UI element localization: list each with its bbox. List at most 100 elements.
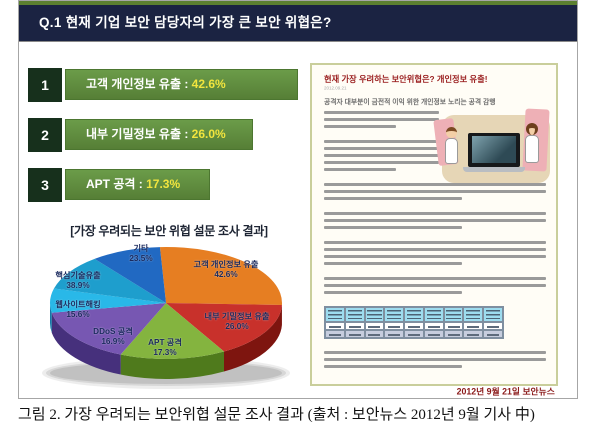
pie-slice-label: 내부 기밀정보 유출 26.0% [204,312,270,332]
article-source-date: 2012년 9월 21일 보안뉴스 [456,387,555,397]
rank-bar-1-pct: 42.6% [191,77,226,91]
pie-slice-label: DDoS 공격 16.9% [93,327,133,347]
article-table-cell [443,330,464,338]
article-table-row [325,307,504,322]
article-text-line [324,365,462,368]
rank-number-3: 3 [28,168,62,202]
article-text-line [324,197,462,200]
article-table-cell [364,307,385,322]
pie-chart-title: [가장 우려되는 보안 위협 설문 조사 결과] [70,224,268,238]
rank-bar-3-pct: 17.3% [146,177,181,191]
article-illustration [433,108,550,185]
article-paragraph [324,140,440,171]
article-text-line [324,118,440,121]
article-table-cell [423,307,444,322]
article-table-cell [344,307,365,322]
pie-slice [50,303,52,333]
pie-slice [94,247,166,303]
question-header: Q.1 현재 기업 보안 담당자의 가장 큰 보안 위협은? [19,1,577,42]
pie-slice-label: 기타 23.5% [129,244,153,264]
rank-bar-2-label: 내부 기밀정보 유출 : [86,127,192,141]
pie-slice [224,304,282,372]
article-paragraph [324,351,546,368]
figure-frame: Q.1 현재 기업 보안 담당자의 가장 큰 보안 위협은? 1 고객 개인정보… [18,0,578,399]
article-table-cell [384,322,405,330]
article-text-line [324,111,440,114]
article-text-line [324,140,440,143]
article-text-line [324,154,440,157]
article-date: 2012.09.21 [324,86,347,91]
article-body [324,111,546,378]
article-title: 현재 가장 우려하는 보안위협은? 개인정보 유출! [324,75,488,85]
article-table-row [325,330,504,338]
person-left-head [446,127,457,138]
pie-slice [120,351,224,379]
article-text-line [324,358,546,361]
article-table-cell [364,322,385,330]
article-subtitle: 공격자 대부분이 금전적 이익 위한 개인정보 노리는 공격 감행 [324,98,496,107]
article-paragraph [324,241,546,265]
article-table-cell [325,330,345,338]
article-table-cell [404,330,424,338]
article-text-line [324,226,462,229]
article-table-cell [483,307,504,322]
rank-bar-2-pct: 26.0% [191,127,226,141]
news-article-page: 현재 가장 우려하는 보안위협은? 개인정보 유출! 2012.09.21 공격… [310,63,558,386]
article-table-cell [404,307,424,322]
pie-slice [53,258,166,303]
article-table-cell [384,307,405,322]
article-table-row [325,322,504,330]
rank-number-1: 1 [28,68,62,102]
article-text-line [324,183,546,186]
article-table-cell [443,322,464,330]
article-text-line [324,190,546,193]
article-table-cell [325,307,345,322]
article-table-cell [364,330,385,338]
article-table-cell [325,322,345,330]
article-paragraph [324,277,546,294]
pie-chart-svg [42,247,290,389]
article-text-line [324,255,546,258]
pie-slice [51,312,121,375]
pie-slice-label: 고객 개인정보 유출 42.6% [193,260,259,280]
laptop-base [463,167,525,172]
article-text-line [324,248,546,251]
pie-slice-label: APT 공격 17.3% [148,338,182,358]
article-text-line [324,277,546,280]
person-right-body [525,135,539,163]
figure-caption: 그림 2. 가장 우려되는 보안위협 설문 조사 결과 (출처 : 보안뉴스 2… [18,407,535,423]
rank-bar-3: APT 공격 : 17.3% [65,169,210,200]
article-table-cell [463,322,484,330]
article-text-line [324,147,440,150]
article-text-line [324,351,546,354]
article-text-line [324,219,546,222]
rank-bar-1-label: 고객 개인정보 유출 : [86,77,192,91]
pie-chart: 고객 개인정보 유출 42.6% 내부 기밀정보 유출 26.0% APT 공격 17.3… [29,237,319,399]
article-paragraph [324,212,546,229]
rank-bar-1: 고객 개인정보 유출 : 42.6% [65,69,298,100]
article-table-cell [423,322,444,330]
laptop-screen-image [472,136,516,163]
question-header-label: Q.1 현재 기업 보안 담당자의 가장 큰 보안 위협은? [39,15,332,30]
article-text-line [324,168,396,171]
pie-slice [51,303,166,355]
pie-slice-label: 핵심기술유출 38.9% [55,271,101,291]
person-left-body [445,138,458,164]
article-table-cell [443,307,464,322]
article-table [324,306,504,339]
pie-slice-label: 웹사이트해킹 15.6% [55,300,101,320]
article-table-cell [423,330,444,338]
article-table-cell [463,307,484,322]
article-table-cell [384,330,405,338]
rank-bar-2: 내부 기밀정보 유출 : 26.0% [65,119,253,150]
article-table-cell [404,322,424,330]
article-table-cell [483,330,504,338]
article-table-cell [483,322,504,330]
article-text-line [324,241,546,244]
article-text-line [324,262,462,265]
pie-slice [120,303,224,359]
article-text-line [324,161,440,164]
article-text-line [324,284,546,287]
article-table-cell [344,322,365,330]
article-text-line [324,291,462,294]
